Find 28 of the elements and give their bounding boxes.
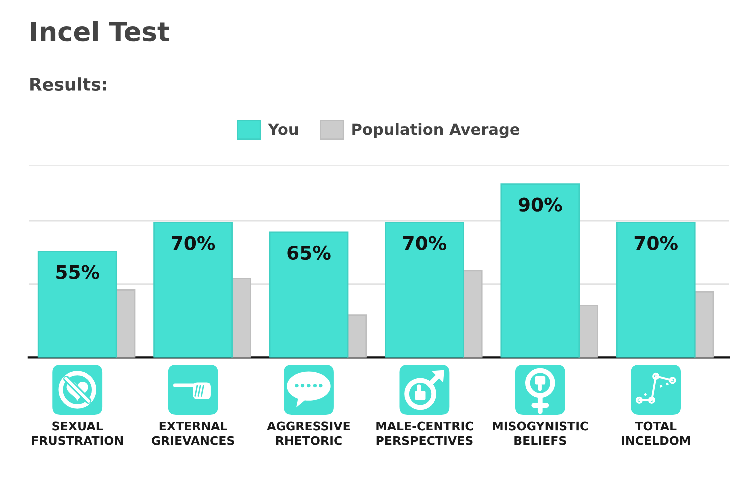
x-tick-label: TOTAL INCELDOM <box>622 422 690 446</box>
legend-label: Population Average <box>352 123 520 138</box>
x-tick-label: AGGRESSIVE RHETORIC <box>267 422 350 446</box>
bar <box>578 304 598 358</box>
data-label: 55% <box>56 265 100 280</box>
bar <box>269 232 349 358</box>
data-label: 90% <box>518 198 562 212</box>
data-label: 70% <box>172 236 216 250</box>
bar <box>38 251 118 358</box>
bar <box>116 290 136 358</box>
chart-title: Incel Test <box>31 21 170 42</box>
bar <box>347 314 368 358</box>
bar <box>463 270 483 358</box>
bar <box>154 222 233 358</box>
x-tick-label: MALE-CENTRIC PERSPECTIVES <box>376 422 474 446</box>
bar <box>385 222 464 358</box>
data-label: 65% <box>288 246 331 260</box>
bar <box>232 278 252 358</box>
legend-label: You <box>268 124 298 136</box>
bar <box>616 222 696 358</box>
bar <box>694 291 714 358</box>
x-tick-label: EXTERNAL GRIEVANCES <box>152 422 234 446</box>
bar <box>500 184 580 358</box>
data-label: 70% <box>634 236 678 250</box>
x-tick-label: SEXUAL FRUSTRATION <box>32 422 123 446</box>
x-tick-label: MISOGYNISTIC BELIEFS <box>493 422 588 446</box>
chart-subtitle: Results: <box>30 78 106 92</box>
data-label: 70% <box>404 236 447 250</box>
